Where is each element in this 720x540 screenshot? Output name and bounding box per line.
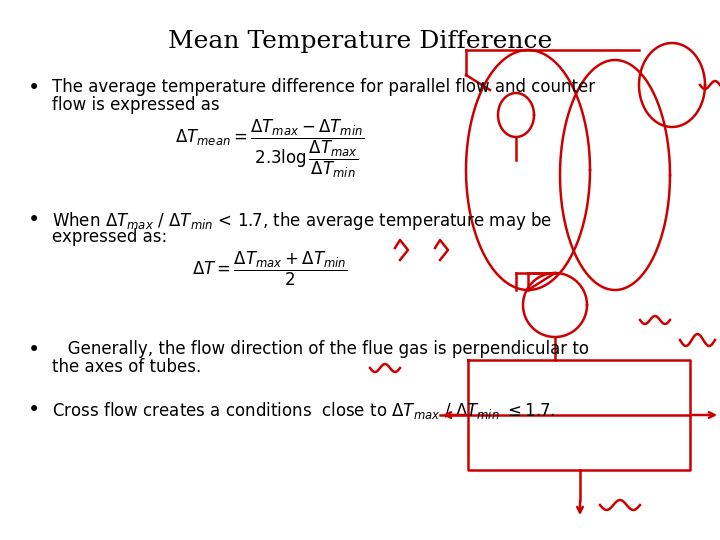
Text: •: • (28, 210, 40, 230)
Text: The average temperature difference for parallel flow and counter: The average temperature difference for p… (52, 78, 595, 96)
Text: flow is expressed as: flow is expressed as (52, 96, 220, 114)
Text: $\Delta T_{mean} = \dfrac{\Delta T_{max} - \Delta T_{min}}{2.3 \log \dfrac{\Delt: $\Delta T_{mean} = \dfrac{\Delta T_{max}… (176, 118, 364, 180)
Text: •: • (28, 78, 40, 98)
Text: expressed as:: expressed as: (52, 228, 167, 246)
Text: $\Delta T = \dfrac{\Delta T_{max} + \Delta T_{min}}{2}$: $\Delta T = \dfrac{\Delta T_{max} + \Del… (192, 250, 348, 288)
Text: •: • (28, 340, 40, 360)
Text: Mean Temperature Difference: Mean Temperature Difference (168, 30, 552, 53)
Text: Generally, the flow direction of the flue gas is perpendicular to: Generally, the flow direction of the flu… (52, 340, 589, 358)
Text: •: • (28, 400, 40, 420)
Text: Cross flow creates a conditions  close to $\Delta T_{max}$ / $\Delta T_{min}$ $\: Cross flow creates a conditions close to… (52, 400, 555, 421)
Text: the axes of tubes.: the axes of tubes. (52, 358, 202, 376)
Text: When $\Delta T_{max}$ / $\Delta T_{min}$ < 1.7, the average temperature may be: When $\Delta T_{max}$ / $\Delta T_{min}$… (52, 210, 552, 232)
